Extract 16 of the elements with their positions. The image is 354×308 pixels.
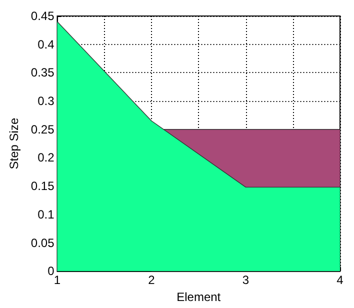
y-tick-label: 0 [48,264,55,278]
x-tick-label: 4 [336,273,344,288]
y-tick-label: 0.2 [38,150,55,165]
y-tick-label: 0.4 [38,37,55,52]
y-tick-label: 0.3 [38,94,55,108]
x-axis-title: Element [176,290,222,304]
y-tick-label: 0.1 [38,207,55,222]
y-tick-label: 0.35 [30,66,55,80]
x-tick-label: 1 [54,273,61,288]
y-tick-label: 0.05 [30,236,55,250]
x-tick-label: 3 [242,273,250,288]
y-axis-title: Step Size [7,118,21,170]
y-tick-label: 0.25 [30,122,55,136]
y-tick-label: 0.45 [30,9,55,23]
y-tick-label: 0.15 [30,179,55,194]
x-tick-label: 2 [148,273,156,288]
